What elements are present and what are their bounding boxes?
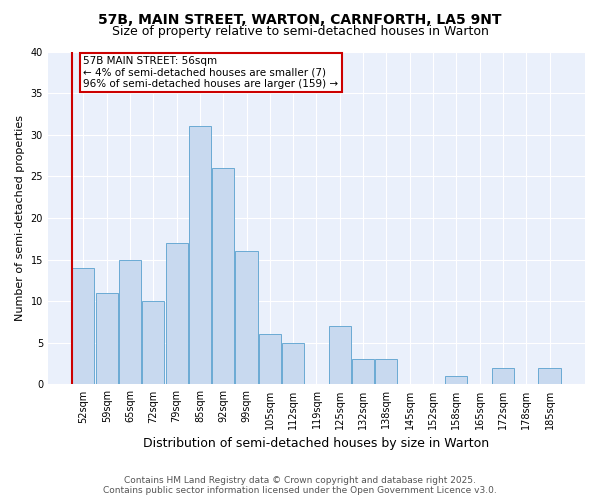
Bar <box>538 368 560 384</box>
Bar <box>212 168 235 384</box>
Bar <box>352 360 374 384</box>
Text: Contains HM Land Registry data © Crown copyright and database right 2025.
Contai: Contains HM Land Registry data © Crown c… <box>103 476 497 495</box>
Bar <box>445 376 467 384</box>
Bar <box>235 252 257 384</box>
Bar <box>282 343 304 384</box>
Bar <box>95 293 118 384</box>
Bar <box>259 334 281 384</box>
Text: Size of property relative to semi-detached houses in Warton: Size of property relative to semi-detach… <box>112 25 488 38</box>
Bar <box>166 243 188 384</box>
Text: 57B, MAIN STREET, WARTON, CARNFORTH, LA5 9NT: 57B, MAIN STREET, WARTON, CARNFORTH, LA5… <box>98 12 502 26</box>
Bar <box>376 360 397 384</box>
Bar <box>73 268 94 384</box>
Bar <box>189 126 211 384</box>
Text: 57B MAIN STREET: 56sqm
← 4% of semi-detached houses are smaller (7)
96% of semi-: 57B MAIN STREET: 56sqm ← 4% of semi-deta… <box>83 56 338 89</box>
Bar <box>329 326 351 384</box>
Bar <box>492 368 514 384</box>
Y-axis label: Number of semi-detached properties: Number of semi-detached properties <box>15 115 25 321</box>
Bar <box>142 301 164 384</box>
Bar <box>119 260 141 384</box>
X-axis label: Distribution of semi-detached houses by size in Warton: Distribution of semi-detached houses by … <box>143 437 490 450</box>
